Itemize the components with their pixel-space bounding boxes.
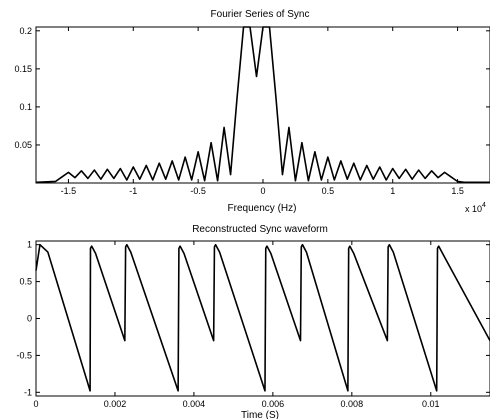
y-tick-label: 0.05 — [14, 140, 32, 150]
y-tick-label: 0.15 — [14, 64, 32, 74]
x-tick-label: -1 — [129, 186, 137, 196]
y-axis-ticks: 0.05 0.1 0.15 0.2 — [14, 26, 490, 150]
y-tick-label: 0.2 — [19, 26, 32, 36]
plot-area-frame — [35, 26, 490, 184]
x-axis-label: Frequency (Hz) — [228, 203, 297, 214]
x-tick-label: 0.008 — [341, 399, 364, 409]
x-tick-label: 0.004 — [183, 399, 206, 409]
y-axis-ticks: -1 -0.5 0 0.5 1 — [16, 240, 490, 397]
x-axis-label: Time (S) — [241, 410, 279, 419]
x-tick-label: 0.002 — [104, 399, 127, 409]
x-tick-label: 0 — [33, 399, 38, 409]
fourier-series-chart: Fourier Series of Sync -1.5 -1 -0.5 0 0.5 1 1.… — [14, 9, 490, 214]
x-axis-multiplier-base: x 10 — [465, 204, 482, 214]
x-tick-label: -1.5 — [61, 186, 77, 196]
y-tick-label: -1 — [24, 387, 32, 397]
chart-title: Reconstructed Sync waveform — [192, 224, 328, 235]
series-line — [35, 26, 490, 184]
y-tick-label: 1 — [27, 240, 32, 250]
x-tick-label: 0 — [260, 186, 265, 196]
series-line — [35, 243, 490, 392]
y-tick-label: 0.5 — [19, 277, 32, 287]
y-tick-label: 0.1 — [19, 102, 32, 112]
plot-area-frame — [35, 240, 490, 397]
x-tick-label: 1 — [390, 186, 395, 196]
x-axis-ticks: -1.5 -1 -0.5 0 0.5 1 1.5 — [61, 27, 464, 196]
x-tick-label: -0.5 — [190, 186, 206, 196]
x-axis-multiplier: x 104 — [465, 202, 486, 214]
x-axis-multiplier-exponent: 4 — [482, 202, 486, 209]
x-tick-label: 0.5 — [322, 186, 335, 196]
x-tick-label: 0.006 — [262, 399, 285, 409]
reconstructed-waveform-chart: Reconstructed Sync waveform 0 0.002 0.004 0… — [16, 224, 490, 419]
y-tick-label: 0 — [27, 314, 32, 324]
chart-title: Fourier Series of Sync — [211, 9, 310, 20]
y-tick-label: -0.5 — [16, 350, 32, 360]
x-tick-label: 1.5 — [451, 186, 464, 196]
x-tick-label: 0.01 — [422, 399, 440, 409]
x-axis-ticks: 0 0.002 0.004 0.006 0.008 0.01 — [33, 241, 440, 409]
